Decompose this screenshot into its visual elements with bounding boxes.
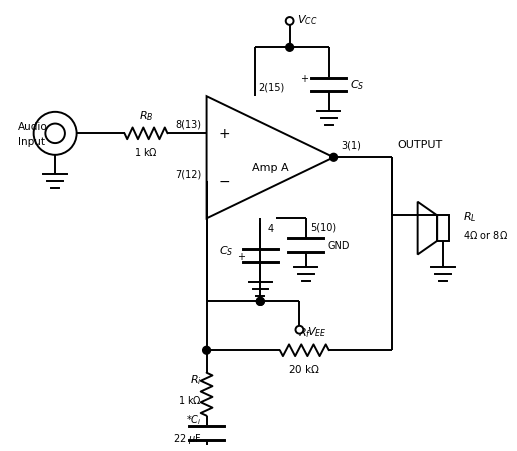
Circle shape <box>256 298 264 306</box>
Text: GND: GND <box>327 240 350 250</box>
Text: Audio: Audio <box>18 121 48 131</box>
Text: 4$\Omega$ or 8$\Omega$: 4$\Omega$ or 8$\Omega$ <box>463 229 508 240</box>
Text: $R_B$: $R_B$ <box>139 109 153 122</box>
Text: −: − <box>218 175 230 189</box>
Text: 8(13): 8(13) <box>176 119 202 129</box>
Text: 5(10): 5(10) <box>311 222 337 232</box>
Circle shape <box>286 18 294 26</box>
Circle shape <box>296 326 303 334</box>
Text: 1 k$\Omega$: 1 k$\Omega$ <box>134 146 158 158</box>
Text: +: + <box>300 74 308 83</box>
Text: +: + <box>218 127 230 141</box>
Text: 2(15): 2(15) <box>258 82 284 92</box>
Text: *$C_i$: *$C_i$ <box>186 412 202 426</box>
Circle shape <box>256 298 264 306</box>
Text: $C_S$: $C_S$ <box>219 244 233 258</box>
Text: Input: Input <box>18 137 45 147</box>
Text: 7(12): 7(12) <box>175 169 202 179</box>
Text: $C_S$: $C_S$ <box>350 78 364 92</box>
Text: $R_i$: $R_i$ <box>190 373 202 387</box>
Bar <box>437 216 449 241</box>
Text: +: + <box>237 252 245 262</box>
Text: $R_f$: $R_f$ <box>298 325 311 339</box>
Text: 20 k$\Omega$: 20 k$\Omega$ <box>288 362 320 374</box>
Text: $V_{EE}$: $V_{EE}$ <box>307 324 327 338</box>
Text: $R_L$: $R_L$ <box>463 210 476 224</box>
Circle shape <box>203 346 210 354</box>
Text: Amp A: Amp A <box>252 163 288 173</box>
Text: OUTPUT: OUTPUT <box>397 140 443 150</box>
Text: $V_{CC}$: $V_{CC}$ <box>297 13 318 27</box>
Circle shape <box>286 44 294 52</box>
Circle shape <box>330 154 338 162</box>
Text: 4: 4 <box>267 224 273 234</box>
Text: 22 $\mu$F: 22 $\mu$F <box>173 431 202 445</box>
Text: 3(1): 3(1) <box>341 140 361 150</box>
Text: 1 k$\Omega$: 1 k$\Omega$ <box>178 393 202 405</box>
